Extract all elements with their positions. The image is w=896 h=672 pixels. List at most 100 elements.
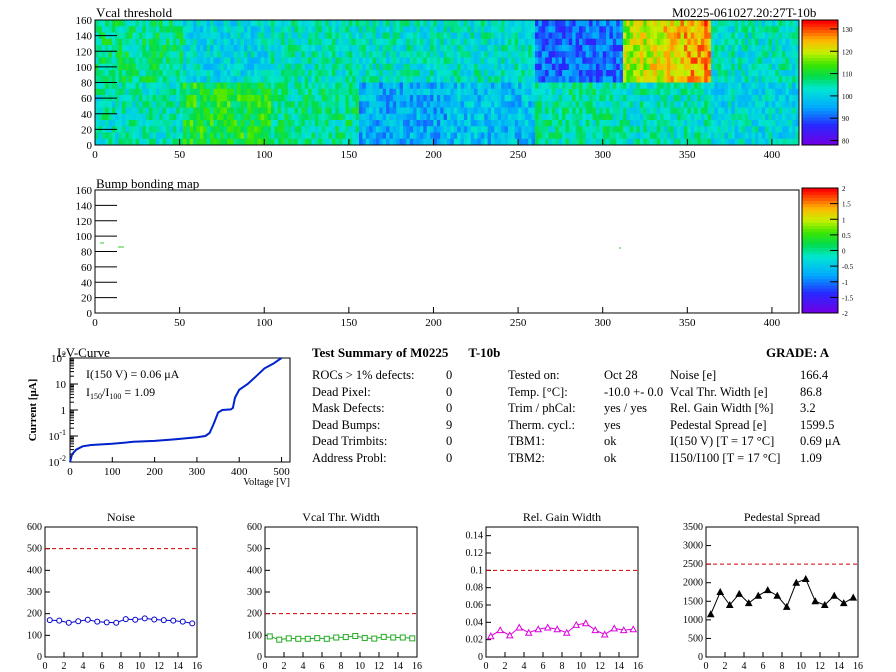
heatmap-cell [277, 32, 282, 40]
heatmap-cell [575, 45, 580, 52]
heatmap-cell [220, 138, 225, 146]
heatmap-cell [535, 45, 539, 52]
heatmap-cell [555, 82, 560, 90]
heatmap-cell [287, 120, 292, 127]
heatmap-cell [257, 82, 262, 90]
heatmap-cell [690, 101, 695, 108]
heatmap-cell [558, 113, 563, 121]
heatmap-cell [792, 45, 797, 52]
heatmap-cell [223, 51, 228, 58]
heatmap-cell [785, 132, 790, 140]
heatmap-cell [287, 95, 292, 102]
heatmap-cell [301, 120, 306, 127]
heatmap-cell [254, 38, 258, 46]
heatmap-cell [626, 120, 631, 127]
heatmap-cell [372, 82, 377, 90]
heatmap-cell [734, 138, 739, 146]
heatmap-cell [626, 63, 631, 71]
heatmap-cell [122, 120, 126, 127]
heatmap-cell [646, 45, 651, 52]
heatmap-cell [606, 101, 610, 108]
heatmap-cell [240, 88, 245, 96]
heatmap-cell [721, 45, 725, 52]
heatmap-cell [792, 38, 797, 46]
heatmap-cell [230, 63, 235, 71]
heatmap-cell [355, 45, 360, 52]
y-tick-label: 200 [247, 609, 262, 620]
heatmap-cell [626, 20, 631, 27]
heatmap-cell [223, 57, 228, 65]
heatmap-cell [612, 88, 617, 96]
heatmap-cell [663, 63, 668, 71]
heatmap-cell [125, 32, 130, 40]
heatmap-cell [738, 57, 742, 65]
colorbar-bin [802, 266, 838, 270]
summary-row: I150/I100 [T = 17 °C] 1.09 [670, 451, 870, 466]
heatmap-cell [145, 76, 150, 83]
heatmap-cell [348, 101, 353, 108]
heatmap-cell [592, 45, 597, 52]
heatmap-cell [711, 32, 715, 40]
heatmap-cell [450, 107, 455, 115]
heatmap-cell [172, 126, 177, 133]
heatmap-cell [264, 120, 269, 127]
heatmap-cell [335, 63, 340, 71]
heatmap-cell [335, 26, 340, 33]
heatmap-cell [565, 120, 570, 127]
heatmap-cell [568, 45, 573, 52]
heatmap-cell [626, 45, 631, 52]
heatmap-cell [379, 113, 384, 121]
heatmap-cell [673, 26, 678, 33]
heatmap-cell [135, 126, 140, 133]
heatmap-cell [731, 101, 736, 108]
heatmap-cell [683, 113, 688, 121]
heatmap-cell [602, 20, 607, 27]
heatmap-cell [778, 20, 783, 27]
heatmap-cell [568, 101, 573, 108]
heatmap-cell [761, 63, 766, 71]
colorbar-bin [802, 294, 838, 298]
heatmap-cell [616, 70, 621, 77]
heatmap-cell [210, 57, 214, 65]
heatmap-cell [392, 38, 397, 46]
heatmap-cell [524, 51, 529, 58]
heatmap-cell [362, 82, 367, 90]
heatmap-cell [453, 45, 458, 52]
heatmap-cell [623, 45, 627, 52]
heatmap-cell [220, 26, 225, 33]
heatmap-cell [575, 101, 580, 108]
heatmap-cell [243, 45, 248, 52]
heatmap-cell [318, 95, 323, 102]
colorbar-bin [802, 85, 838, 90]
y-tick-label: 0.1 [471, 565, 484, 576]
summary-value: 0 [446, 368, 453, 382]
heatmap-cell [443, 107, 448, 115]
heatmap-cell [683, 32, 688, 40]
heatmap-cell [721, 107, 725, 115]
heatmap-cell [788, 107, 793, 115]
heatmap-cell [633, 138, 637, 146]
heatmap-cell [619, 51, 624, 58]
heatmap-cell [342, 113, 346, 121]
heatmap-cell [166, 57, 170, 65]
heatmap-cell [227, 82, 231, 90]
heatmap-cell [548, 70, 553, 77]
heatmap-cell [690, 70, 695, 77]
heatmap-cell [325, 32, 329, 40]
heatmap-cell [108, 113, 113, 121]
summary-label: TBM1: [508, 434, 545, 449]
heatmap-cell [108, 107, 113, 115]
heatmap-cell [227, 113, 231, 121]
heatmap-cell [396, 51, 401, 58]
heatmap-cell [369, 63, 373, 71]
heatmap-cell [582, 70, 587, 77]
heatmap-cell [551, 120, 556, 127]
heatmap-cell [653, 76, 658, 83]
heatmap-cell [761, 120, 766, 127]
heatmap-cell [203, 132, 208, 140]
heatmap-cell [409, 76, 414, 83]
heatmap-cell [758, 101, 763, 108]
heatmap-cell [118, 76, 123, 83]
heatmap-cell [372, 88, 377, 96]
heatmap-cell [301, 51, 306, 58]
